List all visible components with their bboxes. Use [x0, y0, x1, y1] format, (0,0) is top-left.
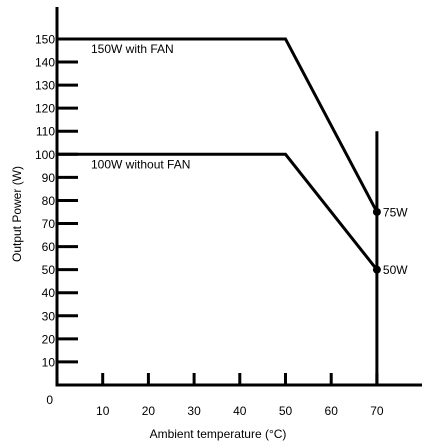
x-tick-label-10: 10 [96, 404, 110, 418]
y-tick-label-80: 80 [42, 194, 56, 208]
tick-marks [57, 37, 379, 385]
y-tick-label-100: 100 [35, 148, 55, 162]
y-tick-label-120: 120 [35, 102, 55, 116]
x-tick-label-50: 50 [279, 404, 293, 418]
x-tick-label-70: 70 [370, 404, 384, 418]
annotations: 150W with FAN 75W 100W without FAN 50W [91, 42, 408, 277]
y-tick-label-10: 10 [42, 355, 56, 369]
x-tick-label-40: 40 [233, 404, 247, 418]
series-line-without-fan [57, 152, 379, 271]
y-tick-label-40: 40 [42, 286, 56, 300]
tick-labels: 10 20 30 40 50 60 70 80 90 100 110 120 130 140 150 10 20… [35, 32, 384, 418]
y-axis-label: Output Power (W) [10, 166, 24, 262]
x-tick-label-60: 60 [325, 404, 339, 418]
axes [55, 7, 422, 387]
end-point-with-fan [372, 207, 381, 216]
origin-label: 0 [46, 393, 53, 407]
series-group [57, 37, 381, 385]
y-tick-label-70: 70 [42, 217, 56, 231]
y-tick-label-50: 50 [42, 263, 56, 277]
x-tick-label-20: 20 [142, 404, 156, 418]
x-tick-label-30: 30 [187, 404, 201, 418]
y-tick-label-90: 90 [42, 171, 56, 185]
series-label-with-fan: 150W with FAN [91, 42, 174, 56]
x-axis-label: Ambient temperature (°C) [150, 427, 287, 441]
y-tick-label-130: 130 [35, 79, 55, 93]
y-tick-label-20: 20 [42, 332, 56, 346]
y-tick-label-150: 150 [35, 32, 55, 46]
series-label-without-fan: 100W without FAN [91, 157, 190, 171]
end-label-with-fan: 75W [383, 205, 408, 219]
y-tick-label-110: 110 [36, 125, 55, 139]
end-label-without-fan: 50W [383, 263, 408, 277]
series-line-with-fan [57, 37, 379, 213]
y-tick-label-30: 30 [42, 309, 56, 323]
end-point-without-fan [372, 265, 381, 274]
y-tick-label-60: 60 [42, 240, 56, 254]
y-tick-label-140: 140 [35, 56, 55, 70]
